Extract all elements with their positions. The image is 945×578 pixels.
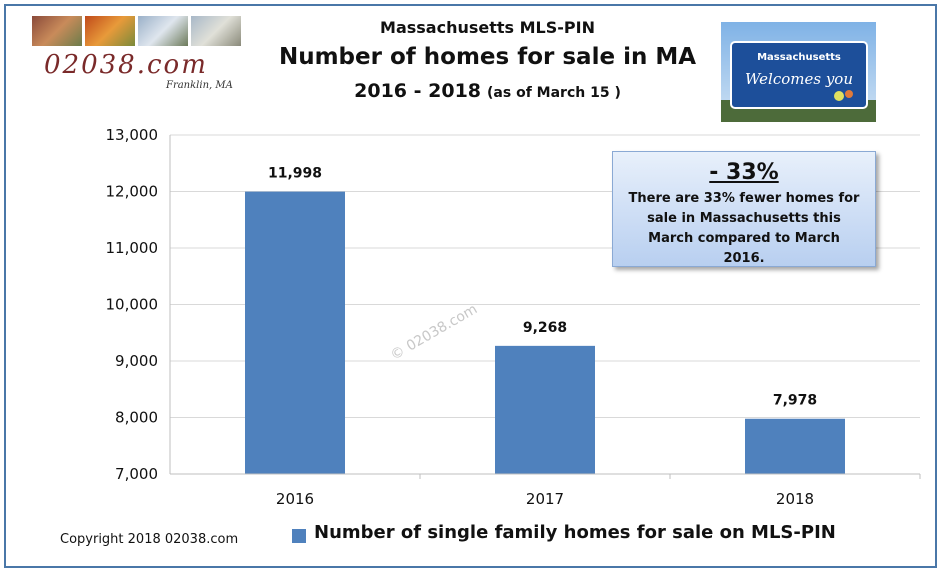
photo-thumbnail (32, 16, 82, 46)
x-tick-label: 2016 (276, 490, 314, 508)
watermark: © 02038.com (388, 301, 480, 364)
chart-title: Number of homes for sale in MA (278, 44, 697, 70)
data-label: 7,978 (773, 393, 817, 409)
welcome-sign-image: Massachusetts Welcomes you (721, 22, 876, 122)
chart-years: 2016 - 2018 (354, 80, 482, 102)
bar-2017 (495, 345, 595, 474)
callout-percent: - 33% (709, 160, 779, 185)
photo-thumbnail (85, 16, 135, 46)
logo-script: Franklin, MA (166, 80, 233, 91)
chart-as-of: (as of March 15 ) (487, 85, 621, 101)
callout-text: There are 33% fewer homes for sale in Ma… (628, 191, 860, 266)
y-tick-label: 8,000 (115, 409, 158, 427)
data-label: 9,268 (523, 320, 567, 336)
site-logo: 02038.com Franklin, MA (28, 16, 243, 98)
y-tick-label: 10,000 (106, 296, 159, 314)
chart-source: Massachusetts MLS-PIN (380, 18, 595, 37)
bar-2016 (245, 191, 345, 474)
y-tick-label: 13,000 (106, 126, 159, 144)
photo-thumbnail (191, 16, 241, 46)
y-tick-label: 12,000 (106, 183, 159, 201)
x-tick-label: 2017 (526, 490, 564, 508)
y-tick-label: 9,000 (115, 352, 158, 370)
photo-thumbnail (138, 16, 188, 46)
logo-text: 02038.com (44, 50, 208, 80)
copyright: Copyright 2018 02038.com (60, 532, 239, 547)
sign-line-1: Massachusetts (757, 52, 841, 63)
data-labels: 11,998 9,268 7,978 (268, 166, 817, 409)
bars (245, 191, 845, 474)
data-label: 11,998 (268, 166, 322, 182)
legend-label: Number of single family homes for sale o… (314, 522, 836, 543)
chart-subtitle: 2016 - 2018 (as of March 15 ) (0, 80, 945, 102)
x-tick-label: 2018 (776, 490, 814, 508)
bar-2018 (745, 418, 845, 474)
sign-line-2: Welcomes you (745, 70, 853, 88)
x-axis: 2016 2017 2018 (170, 473, 921, 508)
y-tick-label: 11,000 (106, 239, 159, 257)
y-axis: 7,000 8,000 9,000 10,000 11,000 12,000 13,000 (106, 126, 171, 483)
callout-box: - 33% There are 33% fewer homes for sale… (612, 151, 876, 267)
legend-swatch (292, 529, 306, 543)
y-tick-label: 7,000 (115, 465, 158, 483)
